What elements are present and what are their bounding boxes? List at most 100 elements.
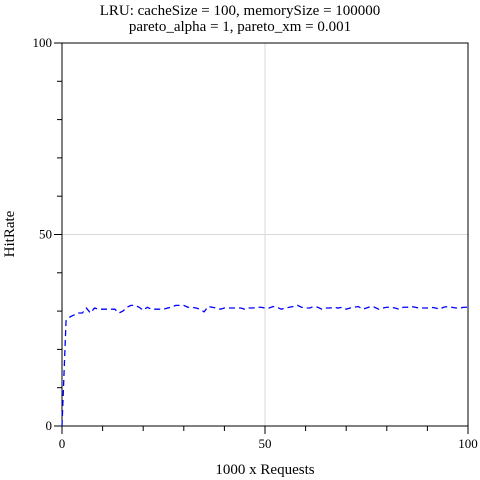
data-point	[244, 309, 245, 310]
data-point	[402, 307, 403, 308]
data-point	[439, 309, 440, 310]
data-point	[70, 316, 71, 317]
data-point	[398, 309, 399, 310]
chart-subtitle: pareto_alpha = 1, pareto_xm = 0.001	[129, 19, 351, 35]
data-point	[94, 307, 95, 308]
data-point	[155, 309, 156, 310]
data-point	[232, 307, 233, 308]
data-point	[90, 312, 91, 313]
data-point	[159, 309, 160, 310]
data-point	[301, 307, 302, 308]
data-point	[147, 307, 148, 308]
data-point	[191, 307, 192, 308]
data-point	[212, 307, 213, 308]
data-point	[407, 307, 408, 308]
data-point	[130, 305, 131, 306]
data-point	[309, 307, 310, 308]
data-point	[224, 307, 225, 308]
data-point	[386, 307, 387, 308]
x-tick-label: 0	[59, 436, 66, 451]
y-axis-label: HitRate	[2, 210, 18, 257]
y-tick-label: 0	[46, 418, 53, 433]
data-point	[256, 307, 257, 308]
data-point	[260, 307, 261, 308]
data-point	[102, 309, 103, 310]
data-point	[293, 306, 294, 307]
data-point	[171, 307, 172, 308]
data-point	[411, 306, 412, 307]
data-point	[74, 314, 75, 315]
data-point	[305, 307, 306, 308]
grid	[62, 43, 468, 426]
data-point	[61, 425, 62, 426]
data-point	[273, 306, 274, 307]
data-point	[346, 309, 347, 310]
data-point	[248, 307, 249, 308]
data-point	[151, 309, 152, 310]
data-point	[252, 307, 253, 308]
data-point	[86, 307, 87, 308]
data-point	[374, 307, 375, 308]
data-point	[139, 307, 140, 308]
data-point	[289, 307, 290, 308]
x-tick-label: 50	[259, 436, 272, 451]
chart-title: LRU: cacheSize = 100, memorySize = 10000…	[100, 3, 381, 19]
data-point	[175, 305, 176, 306]
data-point	[313, 306, 314, 307]
data-point	[236, 307, 237, 308]
data-point	[431, 307, 432, 308]
data-point	[447, 306, 448, 307]
data-point	[467, 307, 468, 308]
data-point	[220, 309, 221, 310]
data-point	[187, 307, 188, 308]
data-point	[199, 309, 200, 310]
data-point	[65, 320, 66, 321]
data-point	[358, 306, 359, 307]
data-point	[167, 307, 168, 308]
data-point	[451, 307, 452, 308]
data-point	[329, 307, 330, 308]
data-point	[122, 311, 123, 312]
data-point	[204, 311, 205, 312]
data-point	[337, 307, 338, 308]
x-axis-label: 1000 x Requests	[215, 462, 314, 478]
data-point	[163, 309, 164, 310]
data-point	[325, 307, 326, 308]
data-point	[382, 307, 383, 308]
data-point	[82, 312, 83, 313]
data-point	[423, 307, 424, 308]
data-point	[378, 309, 379, 310]
data-point	[354, 307, 355, 308]
axis-ticks: 0 50 100 0 50 100	[33, 35, 478, 451]
data-point	[281, 309, 282, 310]
data-point	[216, 307, 217, 308]
data-point	[264, 307, 265, 308]
data-point	[333, 307, 334, 308]
data-point	[415, 307, 416, 308]
data-point	[268, 307, 269, 308]
data-point	[143, 310, 144, 311]
data-point	[419, 307, 420, 308]
data-point	[459, 307, 460, 308]
data-point	[277, 307, 278, 308]
data-point	[118, 312, 119, 313]
series-line	[61, 304, 468, 427]
data-point	[463, 307, 464, 308]
data-point	[321, 309, 322, 310]
data-point	[134, 305, 135, 306]
data-point	[394, 307, 395, 308]
data-point	[443, 307, 444, 308]
data-point	[195, 307, 196, 308]
data-point	[362, 309, 363, 310]
data-point	[455, 307, 456, 308]
data-point	[427, 307, 428, 308]
data-point	[317, 307, 318, 308]
data-point	[285, 307, 286, 308]
data-point	[98, 309, 99, 310]
data-point	[370, 306, 371, 307]
data-point	[110, 309, 111, 310]
y-tick-label: 100	[33, 35, 53, 50]
data-point	[297, 305, 298, 306]
data-point	[240, 307, 241, 308]
data-point	[106, 309, 107, 310]
